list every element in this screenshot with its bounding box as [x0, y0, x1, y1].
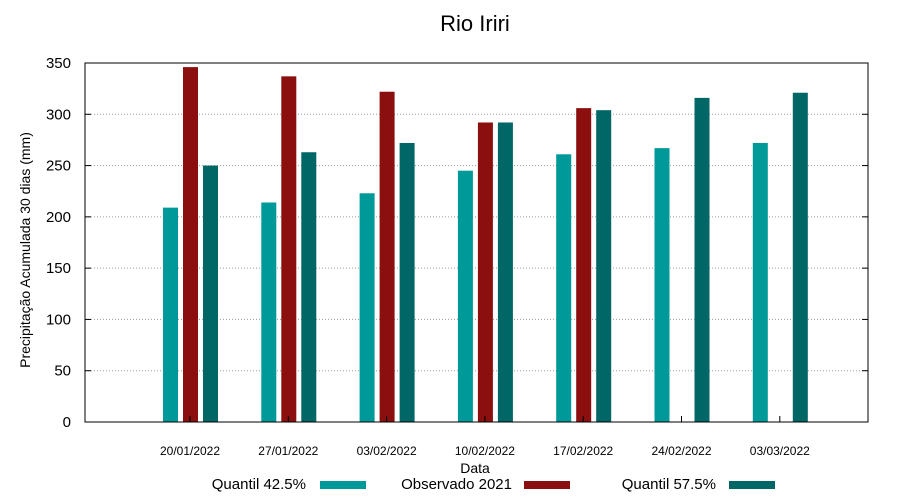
legend-swatch-2	[524, 481, 570, 489]
x-tick-label: 17/02/2022	[553, 444, 613, 458]
x-tick-label: 27/01/2022	[258, 444, 318, 458]
bar-3-3	[399, 143, 415, 422]
bars	[163, 67, 808, 423]
chart-title: Rio Iriri	[440, 11, 510, 36]
bar-1-7	[752, 143, 768, 422]
y-tick-label: 350	[46, 55, 71, 72]
bar-3-4	[497, 122, 513, 423]
bar-1-6	[654, 148, 670, 423]
x-axis-ticks: 20/01/2022 27/01/2022 03/02/2022 10/02/2022…	[160, 416, 810, 458]
y-tick-label: 150	[46, 260, 71, 277]
y-tick-label: 100	[46, 311, 71, 328]
legend-swatch-3	[729, 481, 775, 489]
bar-2-3	[379, 91, 395, 422]
grid-lines	[85, 113, 868, 372]
legend: Quantil 42.5% Observado 2021 Quantil 57.5%	[212, 476, 775, 493]
bar-3-1	[203, 165, 218, 423]
x-axis-title: Data	[460, 460, 490, 476]
y-tick-label: 0	[63, 414, 71, 431]
x-tick-label: 24/02/2022	[651, 444, 711, 458]
bar-3-5	[596, 110, 612, 422]
y-tick-label: 200	[46, 209, 71, 226]
bar-2-4	[477, 122, 493, 423]
y-axis-ticks: 0 50 100 150 200 250 300 350	[46, 55, 868, 431]
bar-1-1	[163, 207, 178, 422]
y-tick-label: 250	[46, 158, 71, 175]
bar-2-1	[183, 67, 198, 423]
bar-1-4	[457, 170, 473, 422]
bar-3-7	[792, 92, 808, 422]
legend-label-3: Quantil 57.5%	[622, 476, 716, 493]
x-tick-label: 20/01/2022	[160, 444, 220, 458]
x-tick-label: 03/02/2022	[357, 444, 417, 458]
bar-2-2	[281, 76, 297, 422]
bar-1-5	[556, 154, 572, 422]
legend-label-1: Quantil 42.5%	[212, 476, 306, 493]
y-axis-title: Precipitação Acumulada 30 dias (mm)	[17, 132, 33, 368]
y-tick-label: 300	[46, 106, 71, 123]
x-tick-label: 03/03/2022	[750, 444, 810, 458]
bar-2-5	[576, 108, 592, 422]
bar-1-3	[359, 193, 375, 422]
legend-swatch-1	[320, 481, 366, 489]
plot-frame	[84, 62, 869, 423]
y-tick-label: 50	[54, 363, 71, 380]
bar-3-6	[694, 97, 710, 423]
x-tick-label: 10/02/2022	[455, 444, 515, 458]
legend-label-2: Observado 2021	[401, 476, 512, 493]
bar-1-2	[261, 202, 277, 422]
bar-3-2	[301, 152, 317, 423]
